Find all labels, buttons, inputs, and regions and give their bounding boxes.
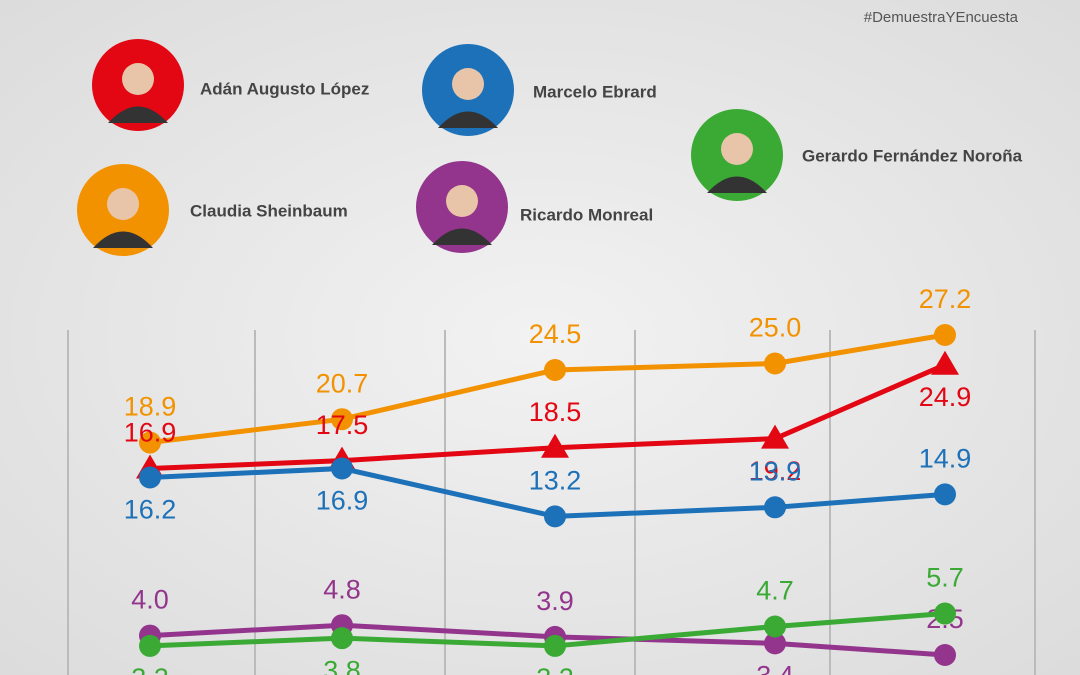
value-label: 16.2: [124, 495, 177, 525]
marker: [764, 615, 786, 638]
value-label: 16.9: [124, 418, 177, 448]
legend-photo-face: [107, 188, 139, 220]
value-label: 27.2: [919, 284, 972, 314]
marker: [764, 352, 786, 375]
legend-label: Claudia Sheinbaum: [190, 201, 348, 220]
marker: [544, 634, 566, 657]
value-label: 24.9: [919, 382, 972, 412]
legend-photo-body: [108, 106, 168, 123]
legend-photo-body: [93, 231, 153, 248]
value-label: 18.5: [529, 397, 582, 427]
marker: [761, 424, 789, 449]
legend-label: Adán Augusto López: [200, 79, 369, 98]
marker: [139, 634, 161, 657]
marker: [544, 505, 566, 528]
legend-photo-body: [707, 176, 767, 193]
value-label: 20.7: [316, 368, 369, 398]
legend-photo-face: [452, 68, 484, 100]
value-label: 24.5: [529, 319, 582, 349]
marker: [764, 496, 786, 519]
marker: [139, 431, 161, 454]
legend-label: Marcelo Ebrard: [533, 82, 657, 101]
marker: [331, 408, 353, 431]
value-label: 3.2: [131, 663, 169, 675]
value-label: 16.9: [316, 486, 369, 516]
value-label: 18.9: [124, 392, 177, 422]
value-label: 4.7: [756, 576, 794, 606]
value-label: 13.2: [529, 466, 582, 496]
value-label: 4.0: [131, 585, 169, 615]
legend-photo-face: [122, 63, 154, 95]
marker: [934, 483, 956, 506]
value-label: 4.8: [323, 574, 361, 604]
marker: [331, 457, 353, 480]
value-label: 19.2: [749, 456, 802, 486]
value-label: 3.2: [536, 663, 574, 675]
value-label: 3.8: [323, 655, 361, 675]
legend-label: Gerardo Fernández Noroña: [802, 146, 1023, 165]
marker: [139, 466, 161, 489]
marker: [934, 602, 956, 625]
marker: [331, 627, 353, 650]
value-label: 14.9: [919, 443, 972, 473]
value-label: 25.0: [749, 313, 802, 343]
value-label: 3.4: [756, 660, 794, 675]
marker: [541, 433, 569, 458]
marker: [934, 324, 956, 346]
marker: [544, 358, 566, 381]
legend-photo-body: [438, 111, 498, 128]
value-label: 17.5: [316, 410, 369, 440]
grid: [67, 330, 1036, 675]
legend-photo-face: [446, 185, 478, 217]
marker: [934, 644, 956, 666]
value-label: 3.9: [536, 586, 574, 616]
legend-label: Ricardo Monreal: [520, 205, 653, 224]
hashtag: #DemuestraYEncuesta: [864, 9, 1019, 26]
legend-photo-body: [432, 228, 492, 245]
marker: [764, 632, 786, 655]
value-label: 13.9: [749, 456, 802, 486]
value-label: 5.7: [926, 563, 964, 593]
marker: [931, 350, 959, 375]
legend-photo-face: [721, 133, 753, 165]
